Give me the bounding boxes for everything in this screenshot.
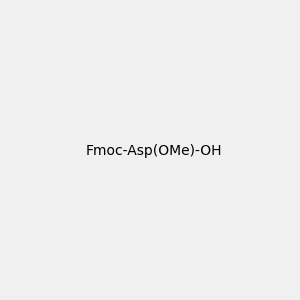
Text: Fmoc-Asp(OMe)-OH: Fmoc-Asp(OMe)-OH bbox=[85, 145, 222, 158]
